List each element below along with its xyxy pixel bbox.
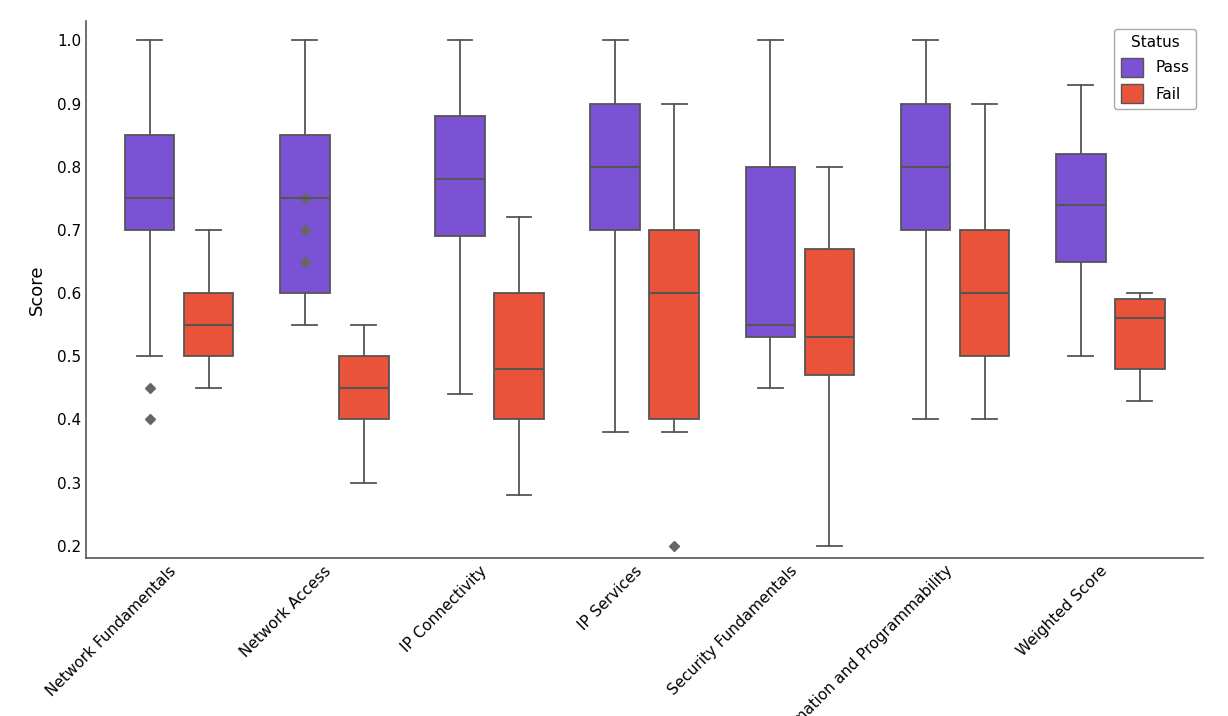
PathPatch shape bbox=[804, 249, 855, 375]
PathPatch shape bbox=[650, 230, 699, 420]
PathPatch shape bbox=[494, 293, 544, 420]
PathPatch shape bbox=[960, 230, 1009, 357]
PathPatch shape bbox=[1056, 154, 1105, 261]
PathPatch shape bbox=[1115, 299, 1164, 369]
PathPatch shape bbox=[339, 357, 388, 420]
PathPatch shape bbox=[184, 293, 233, 357]
PathPatch shape bbox=[591, 104, 640, 230]
PathPatch shape bbox=[125, 135, 174, 230]
PathPatch shape bbox=[901, 104, 950, 230]
PathPatch shape bbox=[435, 116, 485, 236]
PathPatch shape bbox=[280, 135, 329, 293]
Legend: Pass, Fail: Pass, Fail bbox=[1115, 29, 1196, 109]
PathPatch shape bbox=[745, 167, 796, 337]
Y-axis label: Score: Score bbox=[28, 265, 45, 315]
